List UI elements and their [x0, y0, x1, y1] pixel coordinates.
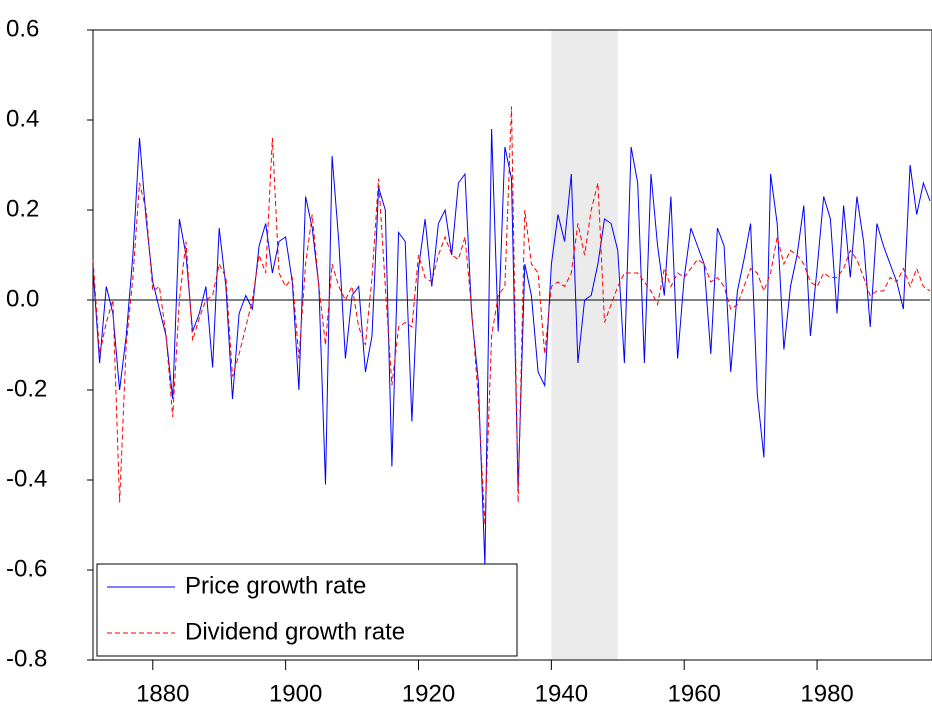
x-tick-label: 1900: [269, 680, 322, 707]
shaded-region: [551, 30, 618, 660]
legend-label: Dividend growth rate: [185, 618, 405, 645]
y-tick-label: -0.6: [6, 555, 47, 582]
legend-label: Price growth rate: [185, 572, 366, 599]
plot-frame: [92, 29, 932, 661]
y-tick-label: 0.2: [6, 195, 39, 222]
y-tick-label: -0.2: [6, 375, 47, 402]
x-tick-label: 1920: [402, 680, 455, 707]
x-tick-label: 1960: [668, 680, 721, 707]
x-tick-label: 1980: [800, 680, 853, 707]
x-tick-label: 1940: [535, 680, 588, 707]
y-tick-label: 0.6: [6, 15, 39, 42]
y-tick-label: 0.4: [6, 105, 39, 132]
series-line: [92, 106, 931, 526]
x-tick-label: 1880: [136, 680, 189, 707]
y-tick-label: 0.0: [6, 285, 39, 312]
legend-box: [96, 563, 518, 657]
y-tick-label: -0.8: [6, 645, 47, 672]
y-tick-label: -0.4: [6, 465, 47, 492]
series-line: [92, 128, 931, 566]
